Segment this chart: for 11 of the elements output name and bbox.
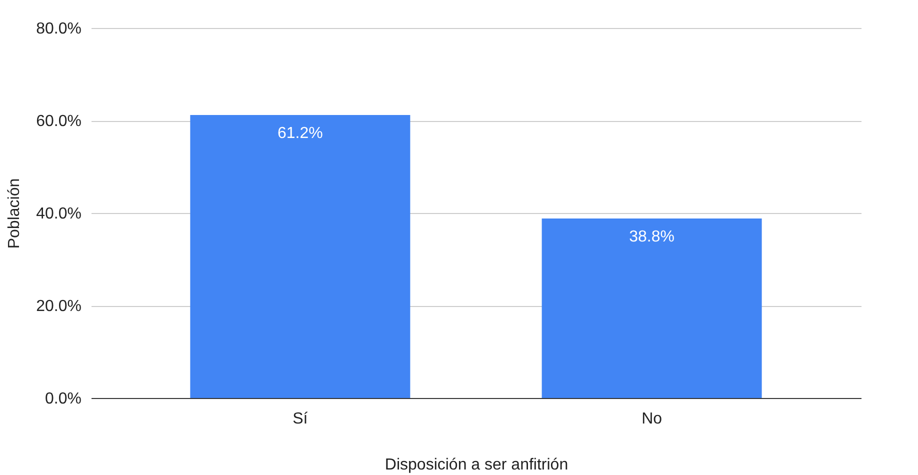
y-tick-label: 0.0% [45,390,82,408]
data-label: 38.8% [629,228,674,246]
y-axis-title: Población [6,178,24,249]
x-tick-label: No [642,410,662,428]
y-tick-label: 40.0% [36,206,82,222]
y-tick-label: 60.0% [36,113,82,130]
x-tick-label: Sí [292,410,308,428]
x-axis-title: Disposición a ser anfitrión [384,456,568,474]
y-tick-label: 80.0% [36,20,82,38]
data-label: 61.2% [278,124,323,142]
y-tick-label: 20.0% [36,298,82,315]
